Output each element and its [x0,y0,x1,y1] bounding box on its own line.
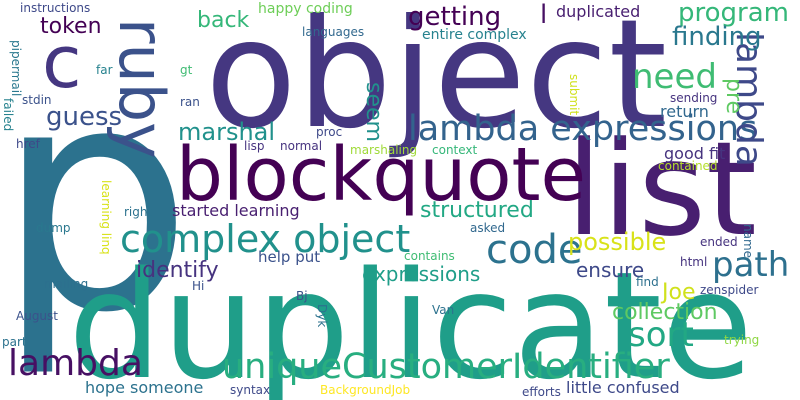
cloud-word: finding [672,22,762,52]
cloud-word: p [0,20,193,381]
cloud-word: proc [316,125,343,139]
cloud-word: zenspider [700,283,759,297]
cloud-word: right [124,205,153,219]
cloud-word: complex object [120,217,411,261]
cloud-word: need [632,57,717,97]
cloud-word: html [680,255,708,269]
cloud-word: ended [700,235,738,249]
cloud-word: marshal [178,118,276,146]
cloud-word: collection [612,300,718,325]
cloud-word: contained [658,159,718,173]
cloud-word: uniqueCustomerIdentifier [222,347,670,387]
cloud-word: context [432,143,478,157]
cloud-word: failed [1,98,15,132]
cloud-word: duplicated [556,2,641,21]
cloud-word: lambda [728,32,769,167]
cloud-word: name [741,224,755,259]
cloud-word: c [42,20,82,104]
cloud-word: seem [361,82,386,142]
cloud-word: part [2,335,27,349]
cloud-word: help put [258,248,321,266]
cloud-word: guess [46,102,123,132]
cloud-word: learning linq [99,180,113,255]
cloud-word: instructions [20,1,91,15]
cloud-word: Bj [296,289,308,303]
cloud-word: structured [420,198,534,223]
cloud-word: syntax [230,383,271,397]
cloud-word: asked [470,221,506,235]
cloud-word: BackgroundJob [320,383,411,397]
cloud-word: gt [180,63,193,77]
cloud-word: sort [628,315,694,355]
cloud-word: list [566,113,757,265]
cloud-word: find [636,275,659,289]
cloud-word: blockquote [176,132,587,218]
cloud-word: token [40,14,102,39]
cloud-word: languages [302,25,365,39]
cloud-word: path [712,245,790,285]
cloud-word: entire complex [422,27,527,43]
cloud-word: Hi [192,279,205,293]
cloud-word: object [205,0,668,162]
cloud-word: pipermail [9,40,23,97]
cloud-word: Dyk [315,304,329,328]
cloud-word: good fit [664,144,726,163]
cloud-word: Joe [662,280,696,305]
cloud-word: little confused [566,378,680,397]
cloud-word: ensure [576,258,645,282]
cloud-word: ran [180,95,200,109]
cloud-word: contains [404,249,455,263]
cloud-word: return [660,102,709,121]
cloud-word: back [197,8,250,33]
cloud-word: duplicate [68,240,754,400]
cloud-word: l [540,0,548,30]
cloud-word: lambda expressions [408,109,758,149]
cloud-word: hope someone [85,378,204,397]
cloud-word: submit [567,74,581,116]
cloud-word: efforts [522,385,561,399]
cloud-word: getting [408,2,502,32]
cloud-word: happy coding [258,1,353,17]
cloud-word: program [678,0,789,28]
cloud-word: August [16,309,58,323]
cloud-word: stdin [22,93,52,107]
cloud-word: mailing [44,277,89,291]
cloud-word: lisp [244,139,265,153]
cloud-word: identify [136,258,219,283]
cloud-word: marshaling [350,143,418,157]
cloud-word: Van [432,303,455,317]
cloud-word: started learning [172,201,300,220]
cloud-word: href [16,137,40,151]
cloud-word: possible [568,228,667,256]
cloud-word: code [486,227,583,273]
cloud-word: trying [724,333,760,347]
cloud-word: lambda [8,343,143,384]
cloud-word: ruby [105,18,178,159]
cloud-word: pre [721,78,746,115]
cloud-word: sending [670,91,718,105]
cloud-word: dump [36,221,71,235]
cloud-word: far [96,63,113,77]
cloud-word: normal [280,139,323,153]
cloud-word: expressions [362,262,481,286]
